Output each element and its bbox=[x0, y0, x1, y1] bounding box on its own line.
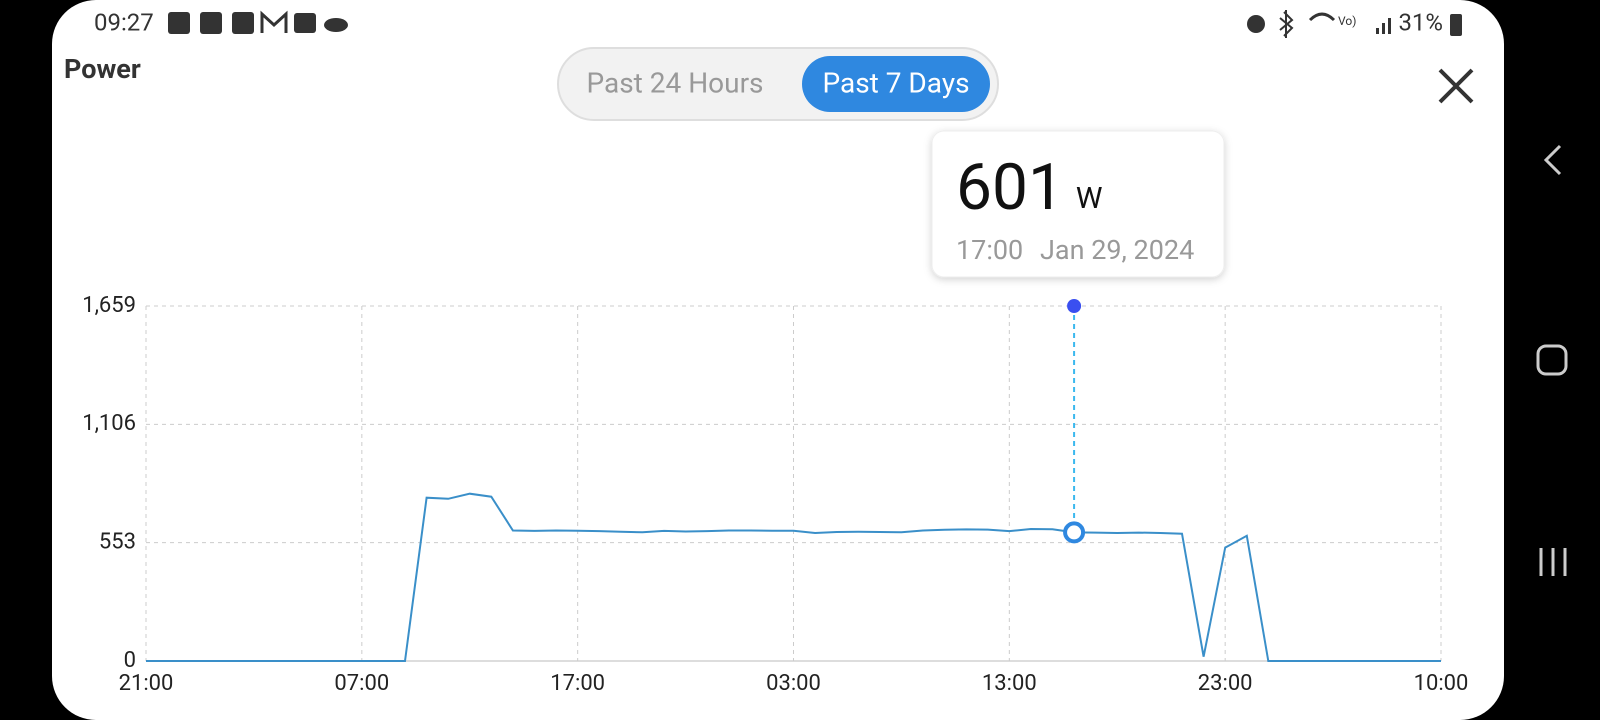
page-title: Power bbox=[64, 53, 141, 85]
x-tick-label: 17:00 bbox=[550, 671, 605, 696]
nav-back[interactable] bbox=[1543, 144, 1562, 176]
x-tick-label: 10:00 bbox=[1414, 671, 1469, 696]
x-tick-label: 21:00 bbox=[119, 671, 174, 696]
selected-point bbox=[1063, 521, 1086, 544]
tab-active[interactable]: Past 7 Days bbox=[822, 66, 969, 99]
tooltip-date: Jan 29, 2024 bbox=[1040, 234, 1194, 266]
x-tick-label: 03:00 bbox=[766, 671, 821, 696]
battery-level: 31% bbox=[1398, 8, 1443, 36]
x-tick-label: 13:00 bbox=[982, 671, 1037, 696]
nav-home[interactable] bbox=[1536, 344, 1568, 376]
tooltip-value: 601 bbox=[956, 150, 1064, 225]
nav-recents[interactable] bbox=[1539, 548, 1567, 576]
status-time: 09:27 bbox=[94, 8, 154, 36]
tooltip-time: 17:00 bbox=[956, 234, 1023, 266]
tab-active-bg bbox=[802, 56, 990, 112]
y-tick-label: 553 bbox=[99, 529, 136, 554]
tooltip-unit: W bbox=[1076, 181, 1103, 216]
y-tick-label: 1,106 bbox=[82, 411, 136, 436]
chart: 0 553 1,106 1,659 21:00 07:00 17:00 03:00 13:00 2… bbox=[82, 293, 1468, 696]
data-line bbox=[146, 492, 1441, 662]
y-tick-label: 0 bbox=[124, 648, 136, 673]
notification-icons bbox=[168, 10, 348, 34]
y-tick-label: 1,659 bbox=[82, 293, 136, 318]
x-tick-label: 07:00 bbox=[334, 671, 389, 696]
svg-text:Vo): Vo) bbox=[1338, 14, 1356, 28]
cursor-top bbox=[1067, 299, 1082, 313]
close-button[interactable] bbox=[1438, 68, 1474, 104]
tooltip bbox=[931, 130, 1225, 278]
system-icons: Vo) bbox=[1247, 10, 1462, 38]
x-tick-label: 23:00 bbox=[1198, 671, 1253, 696]
tab[interactable]: Past 24 Hours bbox=[586, 66, 763, 99]
